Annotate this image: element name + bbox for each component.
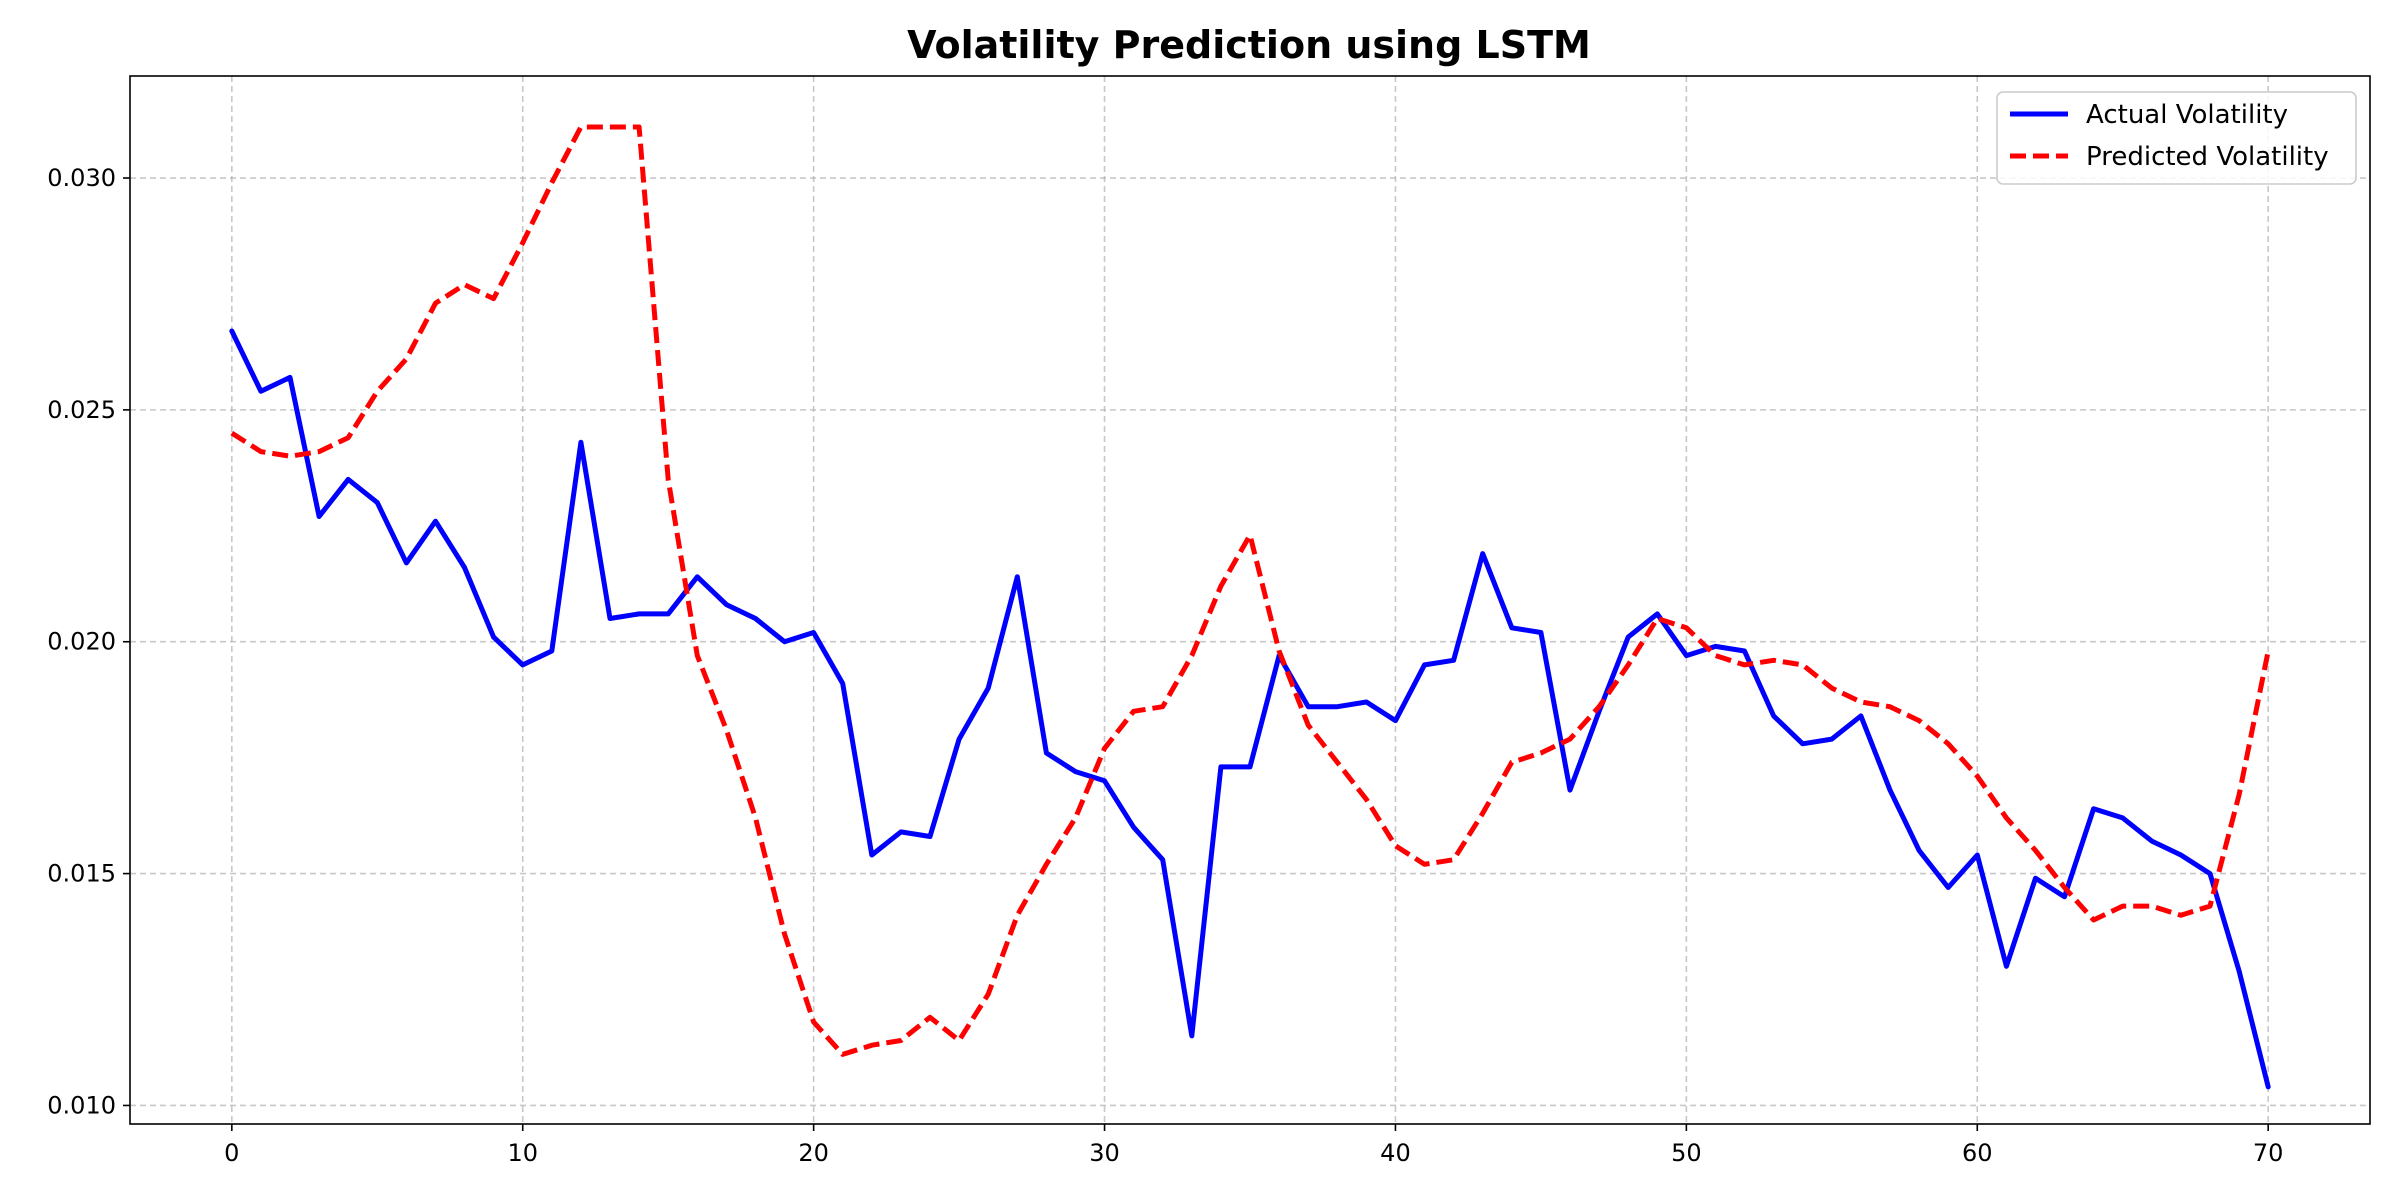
legend: Actual Volatility Predicted Volatility bbox=[1996, 91, 2357, 185]
chart-title: Volatility Prediction using LSTM bbox=[907, 23, 1591, 67]
x-tick-label: 0 bbox=[224, 1139, 239, 1167]
legend-label-actual: Actual Volatility bbox=[2086, 100, 2288, 130]
actual-volatility-line bbox=[229, 328, 2271, 1090]
y-tick-label: 0.020 bbox=[47, 628, 116, 656]
y-tick-label: 0.010 bbox=[47, 1091, 116, 1119]
legend-box bbox=[1996, 91, 2357, 185]
x-tick-label: 70 bbox=[2253, 1139, 2284, 1167]
x-tick-label: 50 bbox=[1671, 1139, 1702, 1167]
x-tick-label: 60 bbox=[1962, 1139, 1993, 1167]
y-tick-label: 0.015 bbox=[47, 860, 116, 888]
grid-lines bbox=[130, 76, 2370, 1124]
plot-area-frame bbox=[129, 75, 2371, 1125]
legend-label-predicted: Predicted Volatility bbox=[2086, 142, 2329, 172]
x-tick-label: 10 bbox=[507, 1139, 538, 1167]
predicted-volatility-line bbox=[230, 124, 2271, 1057]
x-axis-ticks: 0 10 20 30 40 50 60 70 bbox=[224, 1124, 2283, 1167]
x-tick-label: 20 bbox=[798, 1139, 829, 1167]
series-lines bbox=[229, 124, 2271, 1090]
y-axis-ticks: 0.010 0.015 0.020 0.025 0.030 bbox=[47, 164, 130, 1119]
x-tick-label: 40 bbox=[1380, 1139, 1411, 1167]
y-tick-label: 0.025 bbox=[47, 396, 116, 424]
y-tick-label: 0.030 bbox=[47, 164, 116, 192]
x-tick-label: 30 bbox=[1089, 1139, 1120, 1167]
